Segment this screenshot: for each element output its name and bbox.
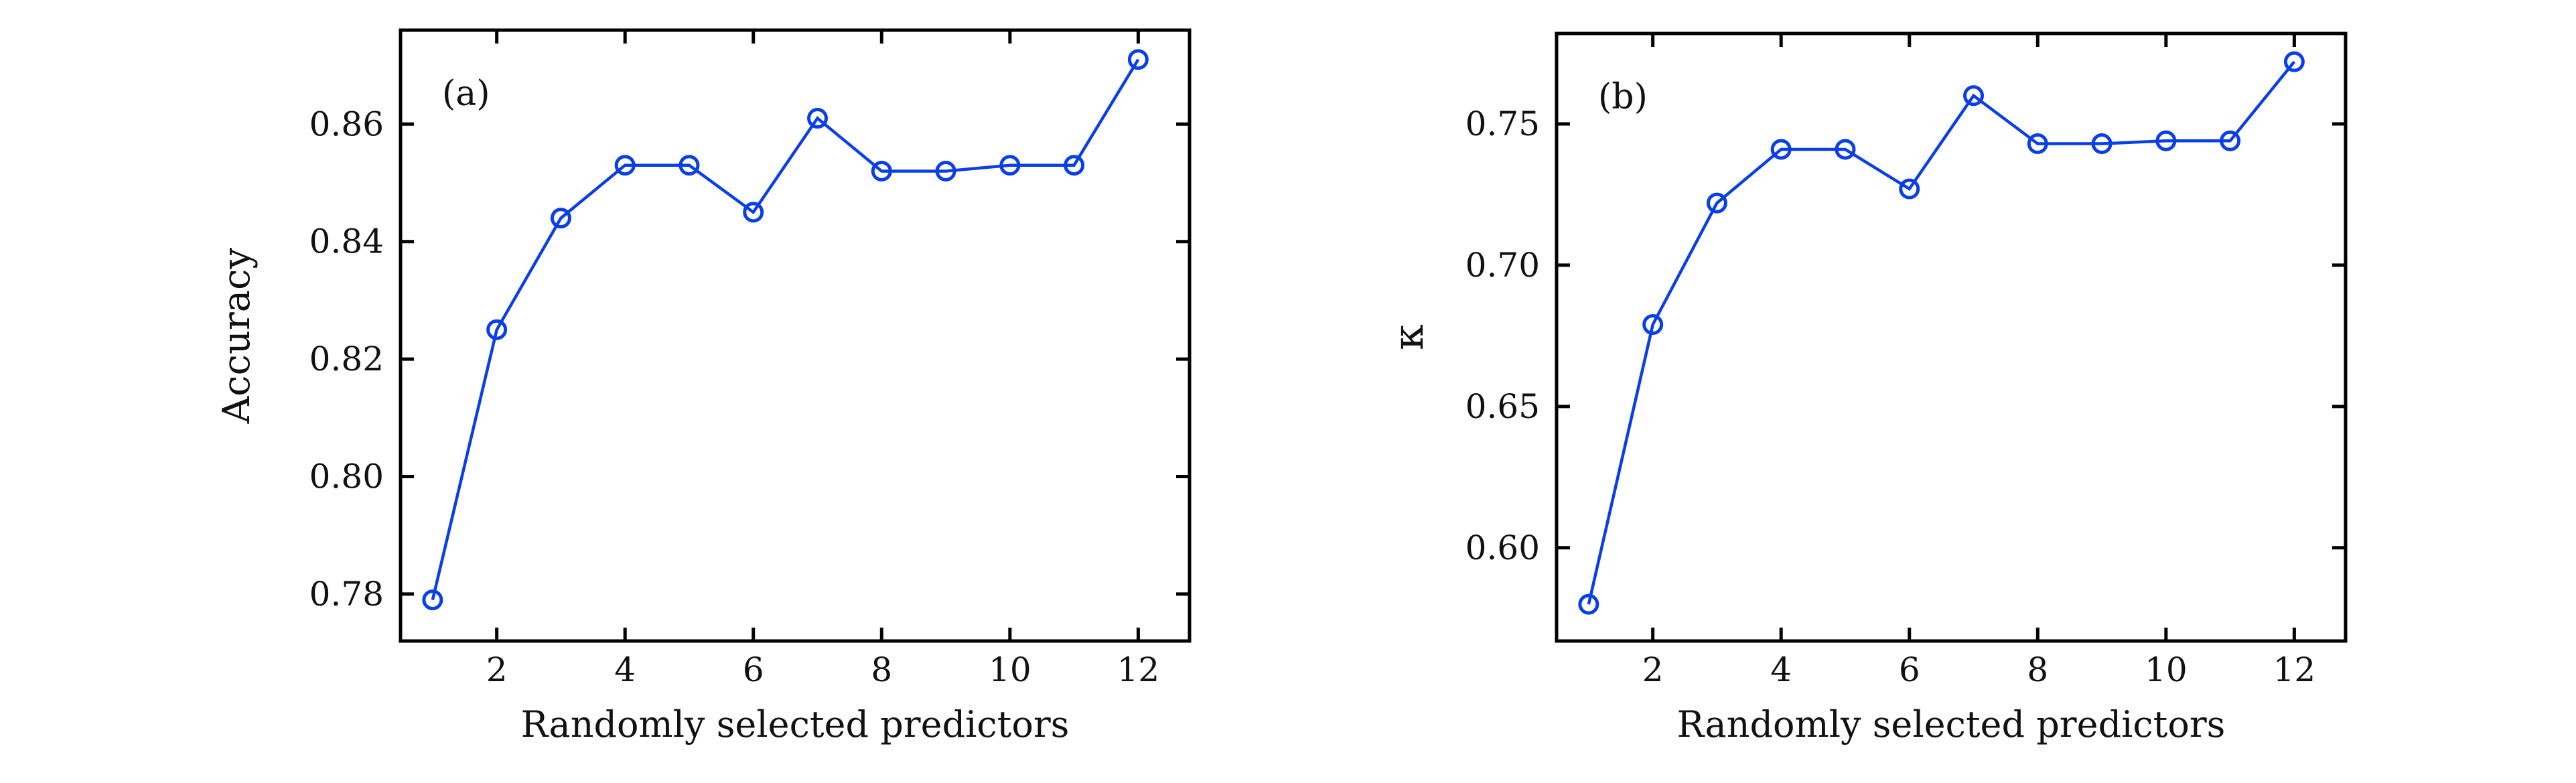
x-tick-label: 12: [2273, 650, 2316, 689]
data-point: [422, 589, 443, 611]
data-point: [1127, 49, 1149, 70]
y-tick-label: 0.75: [1465, 104, 1540, 143]
data-point: [550, 208, 571, 229]
y-tick-label: 0.82: [309, 340, 384, 378]
y-tick-label: 0.84: [309, 222, 384, 261]
data-point: [2283, 51, 2305, 72]
y-tick-label: 0.70: [1465, 246, 1540, 285]
x-tick-label: 4: [1770, 650, 1792, 689]
y-axis-label: Accuracy: [215, 247, 259, 424]
data-point: [935, 160, 956, 182]
data-point: [1642, 314, 1664, 336]
x-tick-label: 2: [486, 650, 508, 689]
chart-panel-a: 2 4 6 8 10 12 0.78 0.80 0.82 0.84 0.86 Randomly sel…: [215, 28, 1192, 745]
data-point: [678, 155, 700, 176]
data-point: [1064, 155, 1085, 176]
data-point: [743, 202, 764, 223]
x-tick-label: 8: [2027, 650, 2048, 689]
x-tick-label: 10: [989, 650, 1031, 689]
x-tick-label: 8: [871, 650, 892, 689]
data-point: [2220, 130, 2241, 151]
y-tick-label: 0.80: [309, 457, 384, 496]
data-point: [1578, 593, 1599, 615]
plot-frame: [1555, 31, 2348, 643]
chart-panel-b: 2 4 6 8 10 12 0.60 0.65 0.70 0.75 Randomly selecte…: [1384, 31, 2348, 745]
data-point: [2155, 130, 2177, 151]
y-tick-label: 0.60: [1465, 528, 1540, 567]
data-point: [614, 155, 636, 176]
panel-label: (a): [442, 74, 490, 114]
panel-label: (b): [1598, 77, 1648, 117]
data-point: [1899, 178, 1920, 200]
data-point: [1835, 139, 1856, 160]
x-tick-label: 10: [2145, 650, 2188, 689]
data-point: [999, 155, 1021, 176]
data-point: [1706, 192, 1727, 214]
x-axis-label: Randomly selected predictors: [521, 703, 1070, 745]
data-point: [1963, 85, 1985, 106]
x-tick-label: 12: [1117, 650, 1160, 689]
y-tick-label: 0.78: [309, 575, 384, 614]
y-tick-label: 0.86: [309, 104, 384, 143]
plot-frame: [399, 28, 1192, 643]
series-line: [431, 58, 1140, 601]
series-line: [1587, 60, 2296, 605]
x-tick-label: 6: [743, 650, 764, 689]
data-point: [871, 160, 892, 182]
x-axis-label: Randomly selected predictors: [1677, 703, 2226, 745]
data-point: [1770, 139, 1792, 160]
data-point: [2091, 133, 2113, 155]
data-point: [2027, 133, 2048, 155]
y-tick-label: 0.65: [1465, 387, 1540, 426]
data-point: [807, 108, 829, 129]
x-tick-label: 2: [1642, 650, 1664, 689]
x-tick-label: 6: [1899, 650, 1920, 689]
y-axis-label: κ: [1384, 324, 1433, 350]
data-point: [486, 319, 508, 340]
x-tick-label: 4: [614, 650, 636, 689]
